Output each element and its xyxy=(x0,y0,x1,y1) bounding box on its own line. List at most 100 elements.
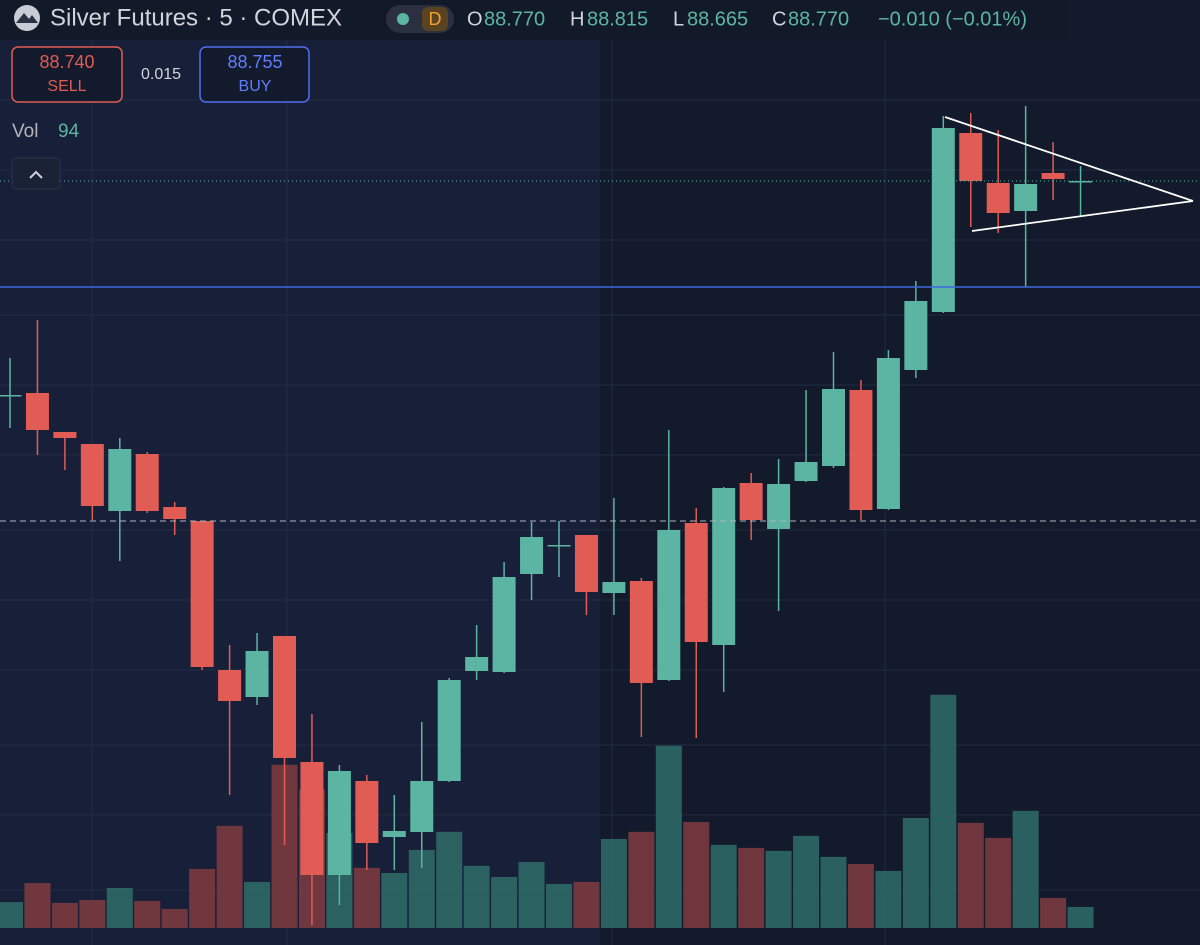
symbol-title: Silver Futures · 5 · COMEX xyxy=(50,4,342,31)
volume-bar xyxy=(518,862,545,928)
candle-body xyxy=(657,530,681,680)
sell-button[interactable] xyxy=(11,46,123,103)
ohlc-value: 88.770 xyxy=(788,8,849,30)
volume-bar xyxy=(381,872,408,928)
candle-body xyxy=(794,462,818,481)
ohlc-value: 88.815 xyxy=(587,8,648,30)
volume-bar xyxy=(738,847,765,928)
volume-bar xyxy=(683,822,710,928)
candle-body xyxy=(218,670,242,701)
candle-body xyxy=(849,390,873,510)
candle-body xyxy=(1069,181,1093,183)
candle-body xyxy=(300,762,324,875)
volume-bar xyxy=(189,868,216,928)
volume-bar xyxy=(463,865,490,928)
candle-body xyxy=(108,449,132,511)
candle-body xyxy=(959,133,983,181)
volume-bar xyxy=(24,883,51,928)
candle-body xyxy=(80,444,104,506)
ohlc-label: O xyxy=(467,8,483,30)
candle-body xyxy=(547,545,571,547)
volume-bar xyxy=(106,887,133,928)
volume-bar xyxy=(600,839,627,928)
candle-body xyxy=(0,395,22,397)
volume-bar xyxy=(957,822,984,928)
triangle-upper xyxy=(944,116,1194,202)
candle-body xyxy=(739,483,763,520)
volume-bar xyxy=(244,881,271,928)
candle-body xyxy=(876,358,900,509)
volume-bar xyxy=(161,908,188,928)
candle-body xyxy=(465,657,489,671)
volume-bar xyxy=(655,745,682,928)
candle-body xyxy=(1014,184,1038,211)
candle-body xyxy=(53,432,77,438)
volume-bar xyxy=(353,867,380,928)
ohlc-label: L xyxy=(673,8,684,30)
volume-bar xyxy=(710,844,737,928)
volume-bar xyxy=(875,870,902,928)
candle-body xyxy=(163,507,187,519)
triangle-lower xyxy=(971,200,1194,232)
volume-bar xyxy=(51,902,78,928)
volume-bar xyxy=(1067,906,1094,928)
volume-bar xyxy=(820,856,847,928)
status-dot xyxy=(397,13,409,25)
volume-label: Vol xyxy=(12,121,38,142)
volume-bar xyxy=(902,817,929,928)
volume-value: 94 xyxy=(58,121,80,142)
volume-bar xyxy=(765,850,792,928)
candle-body xyxy=(355,781,379,843)
candle-body xyxy=(492,577,516,672)
candle-body xyxy=(602,582,626,593)
volume-bar xyxy=(930,694,957,928)
ohlc-label: H xyxy=(570,8,584,30)
candle-body xyxy=(245,651,269,697)
volume-bar xyxy=(793,835,820,928)
candle-body xyxy=(629,581,653,683)
volume-bar xyxy=(847,864,874,928)
sell-price: 88.740 xyxy=(39,52,94,72)
volume-bar xyxy=(491,877,518,928)
candle-body xyxy=(273,636,296,758)
candle-body xyxy=(904,301,928,370)
volume-bar xyxy=(985,837,1012,928)
candle-body xyxy=(327,771,351,875)
candle-body xyxy=(822,389,845,466)
volume-bar xyxy=(573,881,600,928)
volume-bar xyxy=(1012,810,1039,928)
candle-body xyxy=(25,393,49,430)
candle-body xyxy=(382,831,406,837)
buy-button[interactable] xyxy=(199,46,310,103)
volume-bar xyxy=(628,831,655,928)
chevron-up xyxy=(29,170,43,179)
candle-body xyxy=(410,781,434,832)
candle-body xyxy=(767,484,791,529)
ohlc-value: 88.770 xyxy=(484,8,545,30)
plot xyxy=(0,106,1094,928)
ohlc-value: 88.665 xyxy=(687,8,748,30)
collapse-button[interactable] xyxy=(11,157,61,190)
volume-bar xyxy=(0,902,23,928)
candle-body xyxy=(135,454,159,511)
candle-body xyxy=(574,535,598,592)
symbol-icon-glyph xyxy=(16,13,38,23)
volume-bar xyxy=(546,883,572,928)
candle-body xyxy=(190,521,214,667)
spread: 0.015 xyxy=(141,66,181,83)
candle-body xyxy=(931,128,955,312)
buy-label: BUY xyxy=(239,78,272,95)
candle-body xyxy=(986,183,1010,213)
change: −0.010 (−0.01%) xyxy=(878,8,1027,30)
candle-body xyxy=(1041,173,1065,179)
interval-badge: D xyxy=(429,9,442,29)
volume-bar xyxy=(79,900,106,928)
candle-body xyxy=(684,523,708,642)
sell-label: SELL xyxy=(47,78,86,95)
volume-bar xyxy=(1040,898,1067,928)
volume-bar xyxy=(216,825,243,928)
ohlc-label: C xyxy=(772,8,786,30)
badge-bg xyxy=(422,7,448,31)
